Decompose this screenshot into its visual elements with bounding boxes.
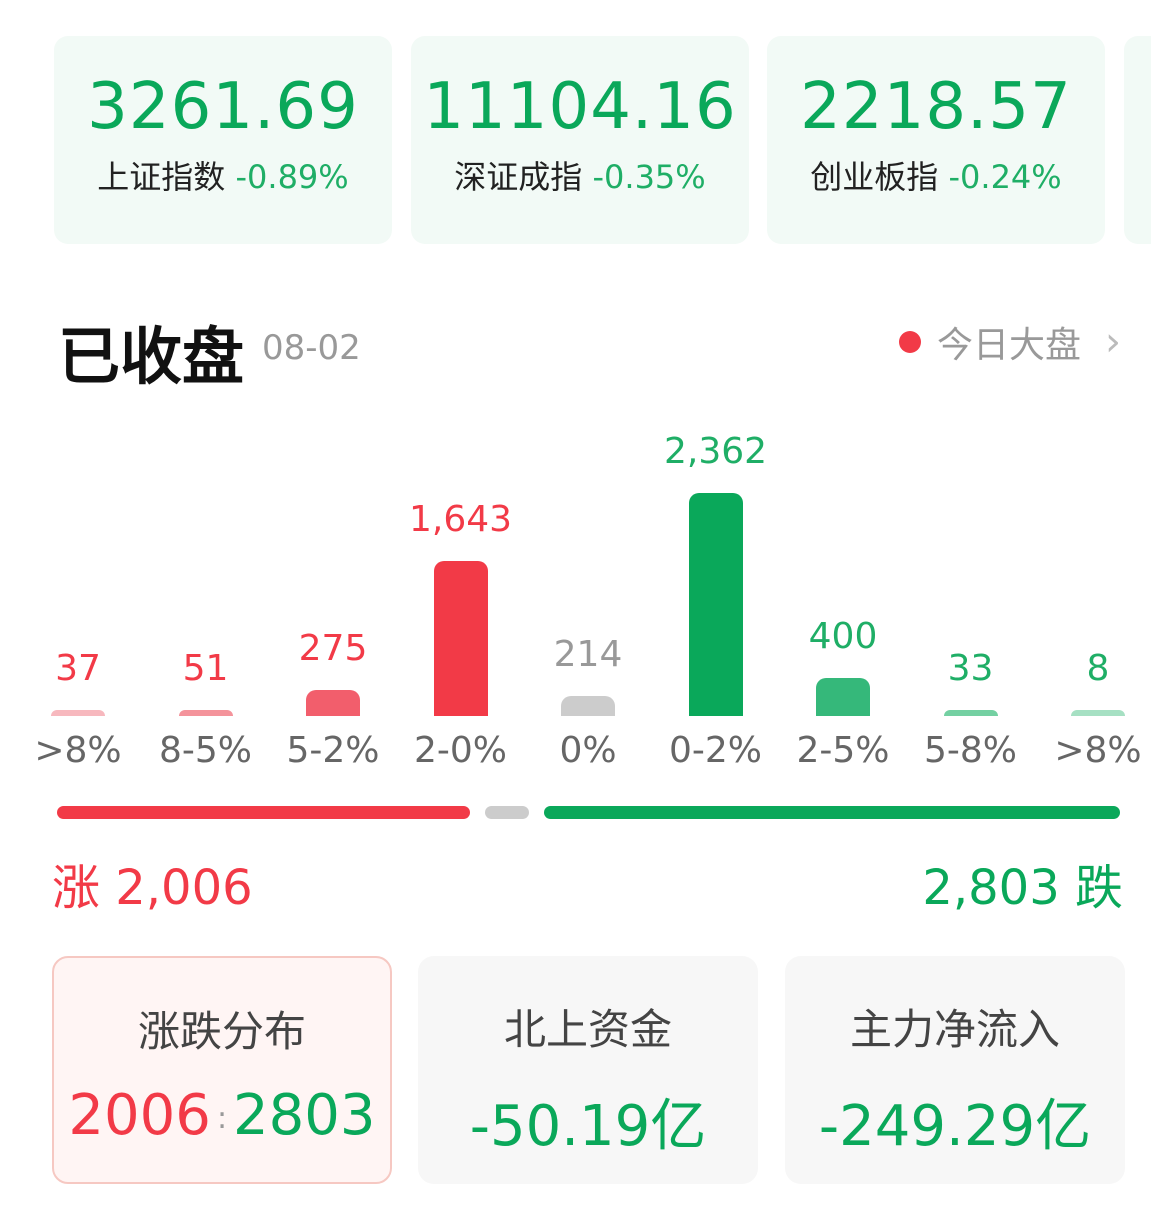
chevron-right-icon: › [1105, 319, 1121, 365]
card-label: 主力净流入 [849, 1005, 1060, 1054]
index-change: -0.24% [948, 158, 1062, 196]
index-change: -0.89% [235, 158, 349, 196]
up-count: 2006 [68, 1083, 211, 1148]
index-name: 上证指数 [97, 158, 226, 196]
market-status-title: 已收盘 [58, 320, 245, 393]
fall-count: 2,803 跌 [922, 860, 1123, 916]
bar-0 [51, 710, 105, 716]
rise-fall-distribution-chart: 37 >8% 51 8-5% 275 5-2% 1,643 2-0% 214 0% 2,362 0-2… [0, 420, 1151, 780]
index-card-cyb[interactable]: 2218.57 创业板指 -0.24% [767, 36, 1105, 244]
bar-1 [178, 710, 233, 716]
card-northbound-funds[interactable]: 北上资金 -50.19亿 [418, 956, 758, 1184]
category-label: 0% [559, 730, 617, 771]
bar-value-label: 1,643 [408, 498, 513, 540]
index-value: 11104.16 [423, 70, 737, 144]
bar-value-label: 51 [182, 648, 229, 689]
bar-8 [1071, 710, 1125, 716]
bar-value-label: 37 [55, 648, 101, 689]
card-label: 北上资金 [503, 1005, 672, 1054]
index-name: 深证成指 [454, 158, 583, 196]
category-label: 5-2% [286, 730, 380, 771]
bar-value-label: 400 [808, 616, 878, 658]
bar-5 [688, 493, 743, 716]
card-value: -50.19亿 [469, 1094, 707, 1159]
category-label: 2-0% [413, 730, 507, 771]
down-count: 2803 [233, 1083, 376, 1148]
rise-bar [57, 806, 470, 819]
flat-bar [484, 806, 529, 819]
bar-2 [306, 690, 360, 716]
bar-3 [433, 560, 488, 716]
bar-7 [943, 710, 998, 716]
today-market-link[interactable]: 今日大盘 › [898, 316, 1121, 368]
card-rise-fall-distribution[interactable]: 涨跌分布 2006:2803 [52, 956, 392, 1184]
bar-value-label: 2,362 [663, 431, 768, 472]
bar-6 [816, 678, 870, 716]
market-date: 08-02 [262, 328, 361, 368]
separator: : [216, 1101, 228, 1137]
bar-value-label: 33 [947, 648, 994, 689]
card-label: 涨跌分布 [137, 1007, 306, 1056]
rise-count: 涨 2,006 [52, 860, 253, 916]
category-label: 8-5% [158, 730, 252, 771]
card-value: -249.29亿 [818, 1094, 1092, 1159]
index-card-sz[interactable]: 11104.16 深证成指 -0.35% [411, 36, 749, 244]
bar-value-label: 8 [1086, 648, 1110, 689]
index-change: -0.35% [592, 158, 706, 196]
today-market-label: 今日大盘 [936, 325, 1081, 366]
card-main-net-inflow[interactable]: 主力净流入 -249.29亿 [785, 956, 1125, 1184]
live-dot-icon [898, 331, 921, 353]
index-card-partial[interactable] [1124, 36, 1151, 244]
category-label: >8% [34, 730, 122, 771]
category-label: 5-8% [923, 730, 1017, 771]
index-value: 2218.57 [800, 70, 1072, 144]
index-card-sh[interactable]: 3261.69 上证指数 -0.89% [54, 36, 392, 244]
index-value: 3261.69 [87, 70, 359, 144]
index-name: 创业板指 [810, 158, 939, 196]
bar-value-label: 214 [553, 633, 623, 675]
category-label: 0-2% [668, 730, 762, 771]
category-label: >8% [1054, 730, 1142, 771]
fall-bar [543, 806, 1120, 819]
bar-4 [561, 695, 615, 716]
category-label: 2-5% [796, 730, 890, 771]
bar-value-label: 275 [298, 628, 368, 670]
